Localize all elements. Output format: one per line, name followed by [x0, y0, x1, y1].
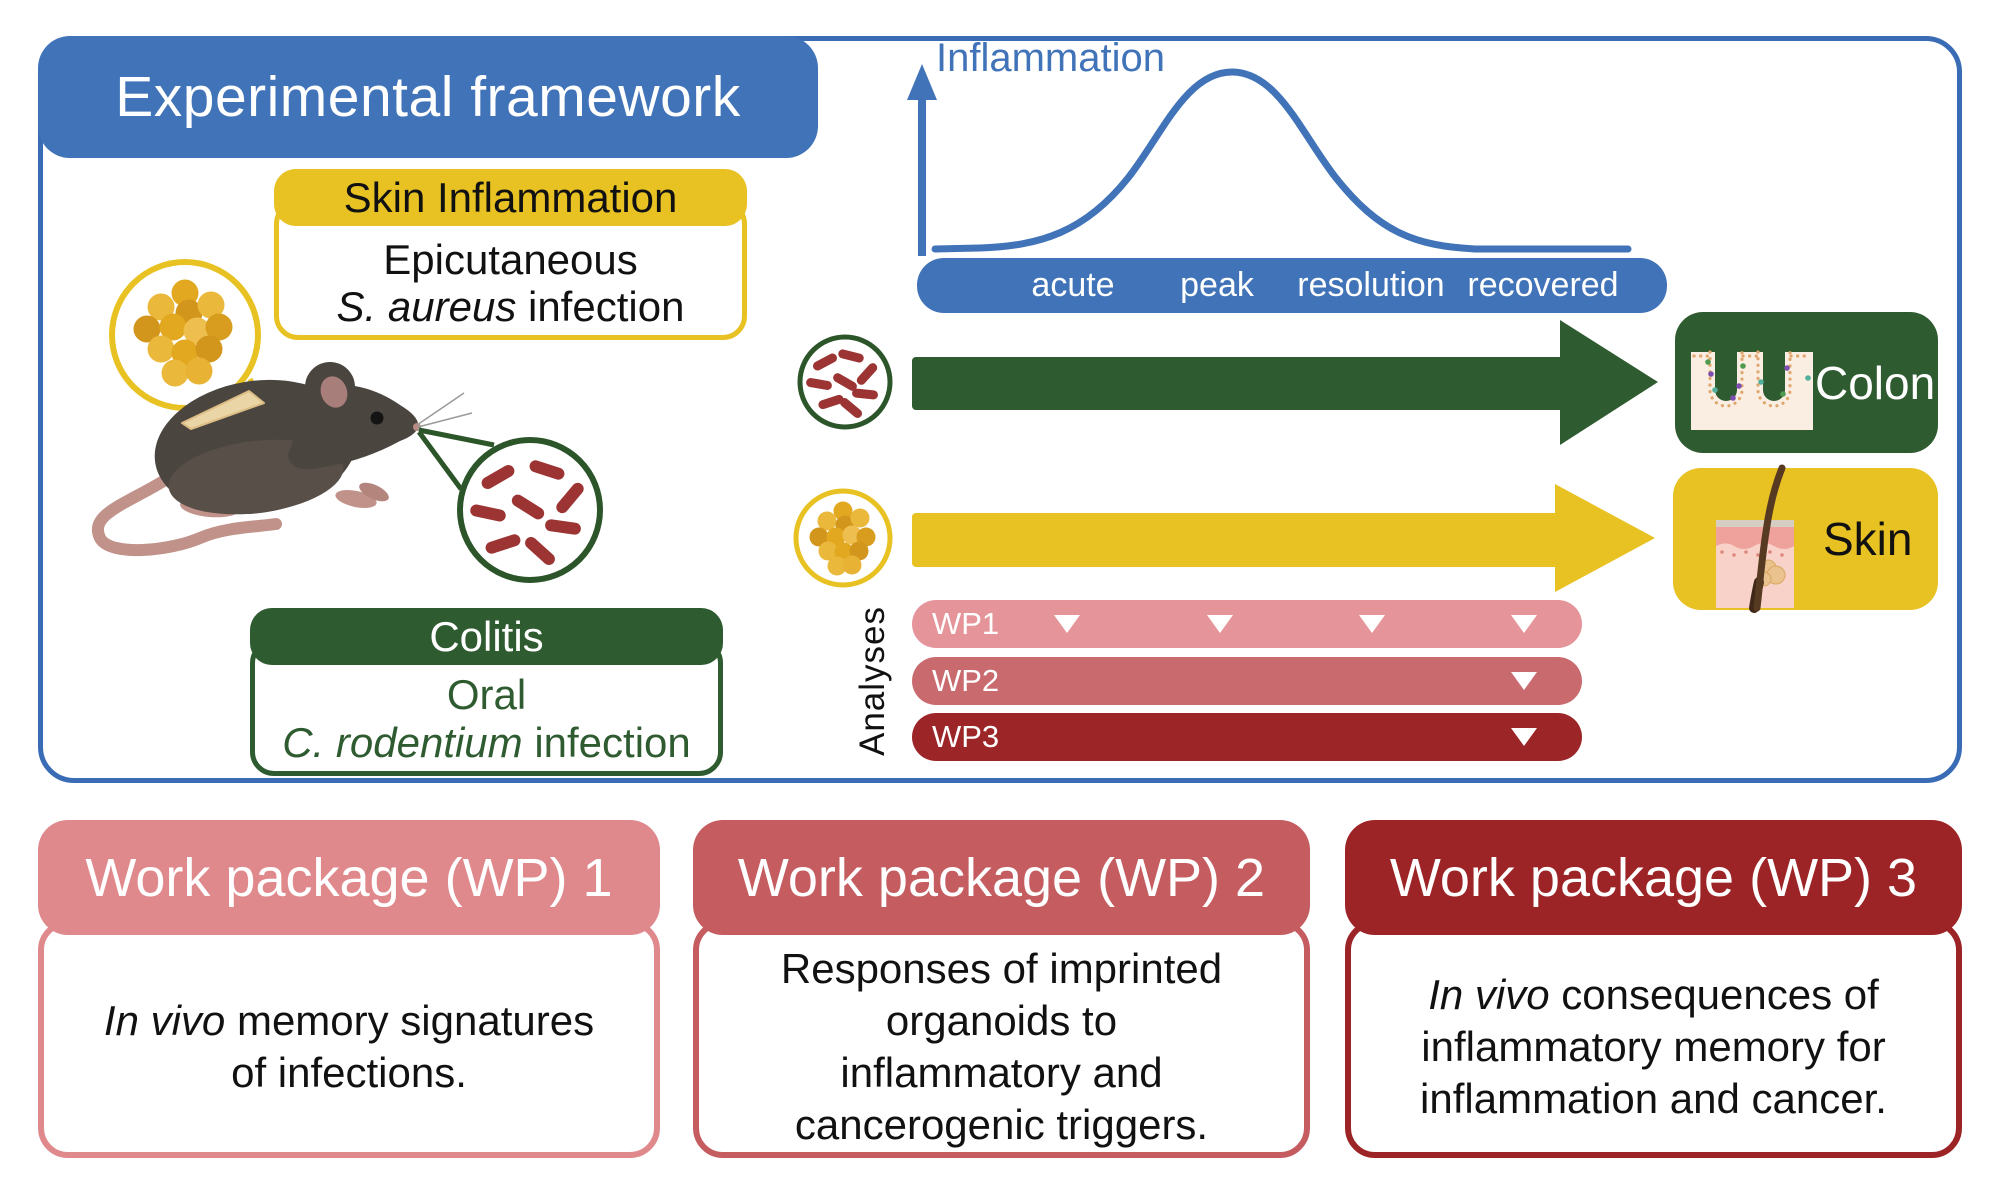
skin-target-box: Skin [1673, 464, 1938, 613]
work-package-1-card: Work package (WP) 1 In vivo memory signa… [38, 820, 660, 1158]
s-aureus-icon [793, 488, 893, 588]
inflammation-phase-bar: acute peak resolution recovered [917, 258, 1667, 313]
mouse-body [92, 362, 473, 557]
wp1-bar-label: WP1 [932, 606, 1000, 641]
skin-inflammation-header: Skin Inflammation [274, 169, 747, 226]
wp2-body-line: organoids to [885, 996, 1118, 1044]
timepoint-marker-icon [1511, 672, 1537, 690]
skin-inflammation-callout: Skin Inflammation Epicutaneous S. aureus… [274, 165, 747, 340]
timepoint-marker-icon [1511, 728, 1537, 746]
colon-label: Colon [1815, 356, 1936, 409]
phase-resolution: resolution [1297, 266, 1445, 304]
wp2-body-line: inflammatory and [840, 1049, 1163, 1096]
wp1-analysis-bar: WP1 [912, 600, 1582, 648]
timepoint-marker-icon [1359, 615, 1385, 633]
mouse-eye [370, 411, 384, 425]
wp2-body-line: Responses of imprinted [780, 944, 1223, 992]
phase-acute: acute [1031, 266, 1115, 304]
colitis-line2: C. rodentium infection [282, 718, 691, 766]
wp3-bar-label: WP3 [932, 719, 1000, 754]
s-aureus-magnifier-icon [109, 259, 266, 427]
wp2-body-line: cancerogenic triggers. [794, 1101, 1209, 1149]
inflammation-axis-label: Inflammation [936, 36, 1165, 80]
phase-recovered: recovered [1467, 266, 1619, 304]
skin-timeline-arrow [912, 484, 1655, 592]
y-axis-arrow-icon [907, 64, 937, 256]
wp3-card-body: In vivo consequences of inflammatory mem… [1345, 920, 1962, 1158]
framework-title: Experimental framework [115, 65, 741, 129]
wp3-body-line: inflammation and cancer. [1420, 1075, 1887, 1123]
wp3-body-line: In vivo consequences of [1428, 970, 1879, 1018]
work-package-3-card: Work package (WP) 3 In vivo consequences… [1345, 820, 1962, 1158]
colitis-header-label: Colitis [429, 612, 544, 660]
wp1-body-line: of infections. [231, 1049, 467, 1096]
mouse-illustration [92, 259, 603, 583]
wp1-card-header: Work package (WP) 1 [38, 820, 660, 935]
wp2-card-header: Work package (WP) 2 [693, 820, 1310, 935]
wp2-card-body: Responses of imprinted organoids to infl… [693, 920, 1310, 1158]
wp3-card-header: Work package (WP) 3 [1345, 820, 1962, 935]
colitis-header: Colitis [250, 608, 723, 665]
skin-callout-line2: S. aureus infection [336, 283, 685, 330]
skin-label: Skin [1823, 513, 1913, 565]
skin-illustration [1716, 464, 1794, 613]
analyses-axis-label: Analyses [853, 605, 892, 757]
mouse-back-patch [181, 390, 265, 430]
wp3-body-line: inflammatory memory for [1421, 1022, 1886, 1070]
skin-callout-line1: Epicutaneous [383, 235, 638, 283]
c-rodentium-magnifier-icon [416, 427, 603, 583]
wp1-body-line: In vivo memory signatures [103, 996, 595, 1044]
phase-peak: peak [1180, 266, 1254, 304]
timepoint-marker-icon [1054, 615, 1080, 633]
skin-inflammation-header-label: Skin Inflammation [343, 173, 678, 221]
wp3-analysis-bar: WP3 [912, 713, 1582, 761]
timepoint-marker-icon [1511, 615, 1537, 633]
colitis-body: Oral C. rodentium infection [250, 639, 723, 776]
colitis-line1: Oral [446, 671, 527, 719]
c-rodentium-icon [797, 334, 893, 430]
colon-timeline-arrow [912, 320, 1658, 445]
framework-title-box: Experimental framework [38, 36, 818, 158]
mouse-tail [92, 471, 282, 557]
wp2-analysis-bar: WP2 [912, 657, 1582, 705]
wp1-card-body: In vivo memory signatures of infections. [38, 920, 660, 1158]
inflammation-curve [931, 68, 1632, 253]
colitis-callout: Colitis Oral C. rodentium infection [250, 604, 723, 776]
wp2-bar-label: WP2 [932, 663, 1000, 698]
colon-target-box: Colon [1675, 312, 1938, 453]
colon-illustration [1691, 350, 1813, 430]
timepoint-marker-icon [1207, 615, 1233, 633]
work-package-2-card: Work package (WP) 2 Responses of imprint… [693, 820, 1310, 1158]
